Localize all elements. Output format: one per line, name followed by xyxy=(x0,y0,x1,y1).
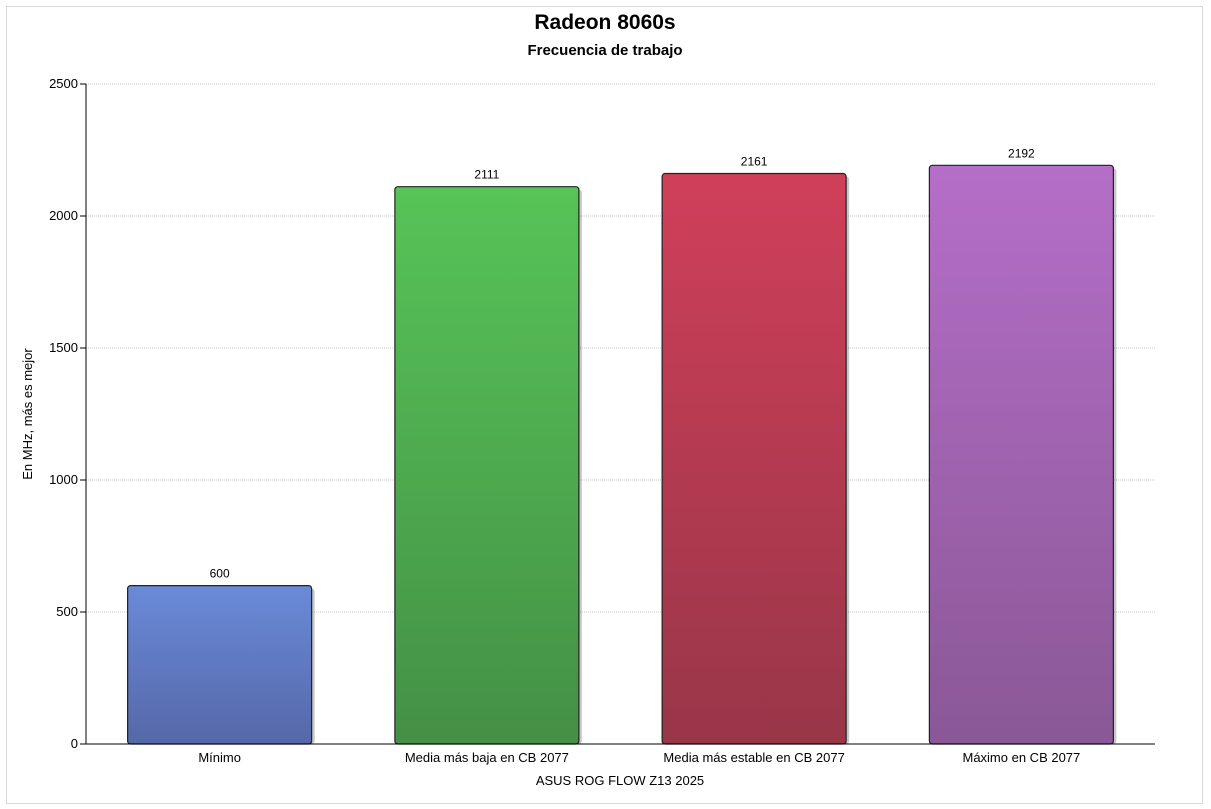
chart-title: Radeon 8060s xyxy=(534,11,675,34)
y-tick-label: 500 xyxy=(56,604,78,619)
bar xyxy=(928,164,1114,745)
data-label: 2111 xyxy=(474,168,499,182)
y-tick-label: 2500 xyxy=(49,76,78,91)
bar xyxy=(394,186,580,745)
y-axis-label: En MHz, más es mejor xyxy=(20,348,35,480)
x-axis-categories: Mínimo Media más baja en CB 2077 Media más… xyxy=(198,750,1080,765)
data-label: 600 xyxy=(210,567,230,581)
x-axis-label: ASUS ROG FLOW Z13 2025 xyxy=(536,773,704,788)
x-category-label: Media más estable en CB 2077 xyxy=(663,750,844,765)
y-tick-label: 0 xyxy=(71,736,78,751)
data-label: 2161 xyxy=(741,154,768,168)
chart-subtitle: Frecuencia de trabajo xyxy=(527,42,682,59)
data-label: 2192 xyxy=(1008,146,1035,160)
x-category-label: Mínimo xyxy=(198,750,241,765)
x-category-label: Media más baja en CB 2077 xyxy=(405,750,569,765)
y-axis-ticks: 0 500 1000 1500 2000 2500 xyxy=(49,76,86,751)
y-tick-label: 2000 xyxy=(49,208,78,223)
x-category-label: Máximo en CB 2077 xyxy=(962,750,1080,765)
y-tick-label: 1000 xyxy=(49,472,78,487)
bar xyxy=(661,172,847,745)
data-labels: 600 2111 2161 2192 xyxy=(210,146,1035,580)
bars xyxy=(127,164,1117,745)
y-tick-label: 1500 xyxy=(49,340,78,355)
bar xyxy=(127,584,313,745)
